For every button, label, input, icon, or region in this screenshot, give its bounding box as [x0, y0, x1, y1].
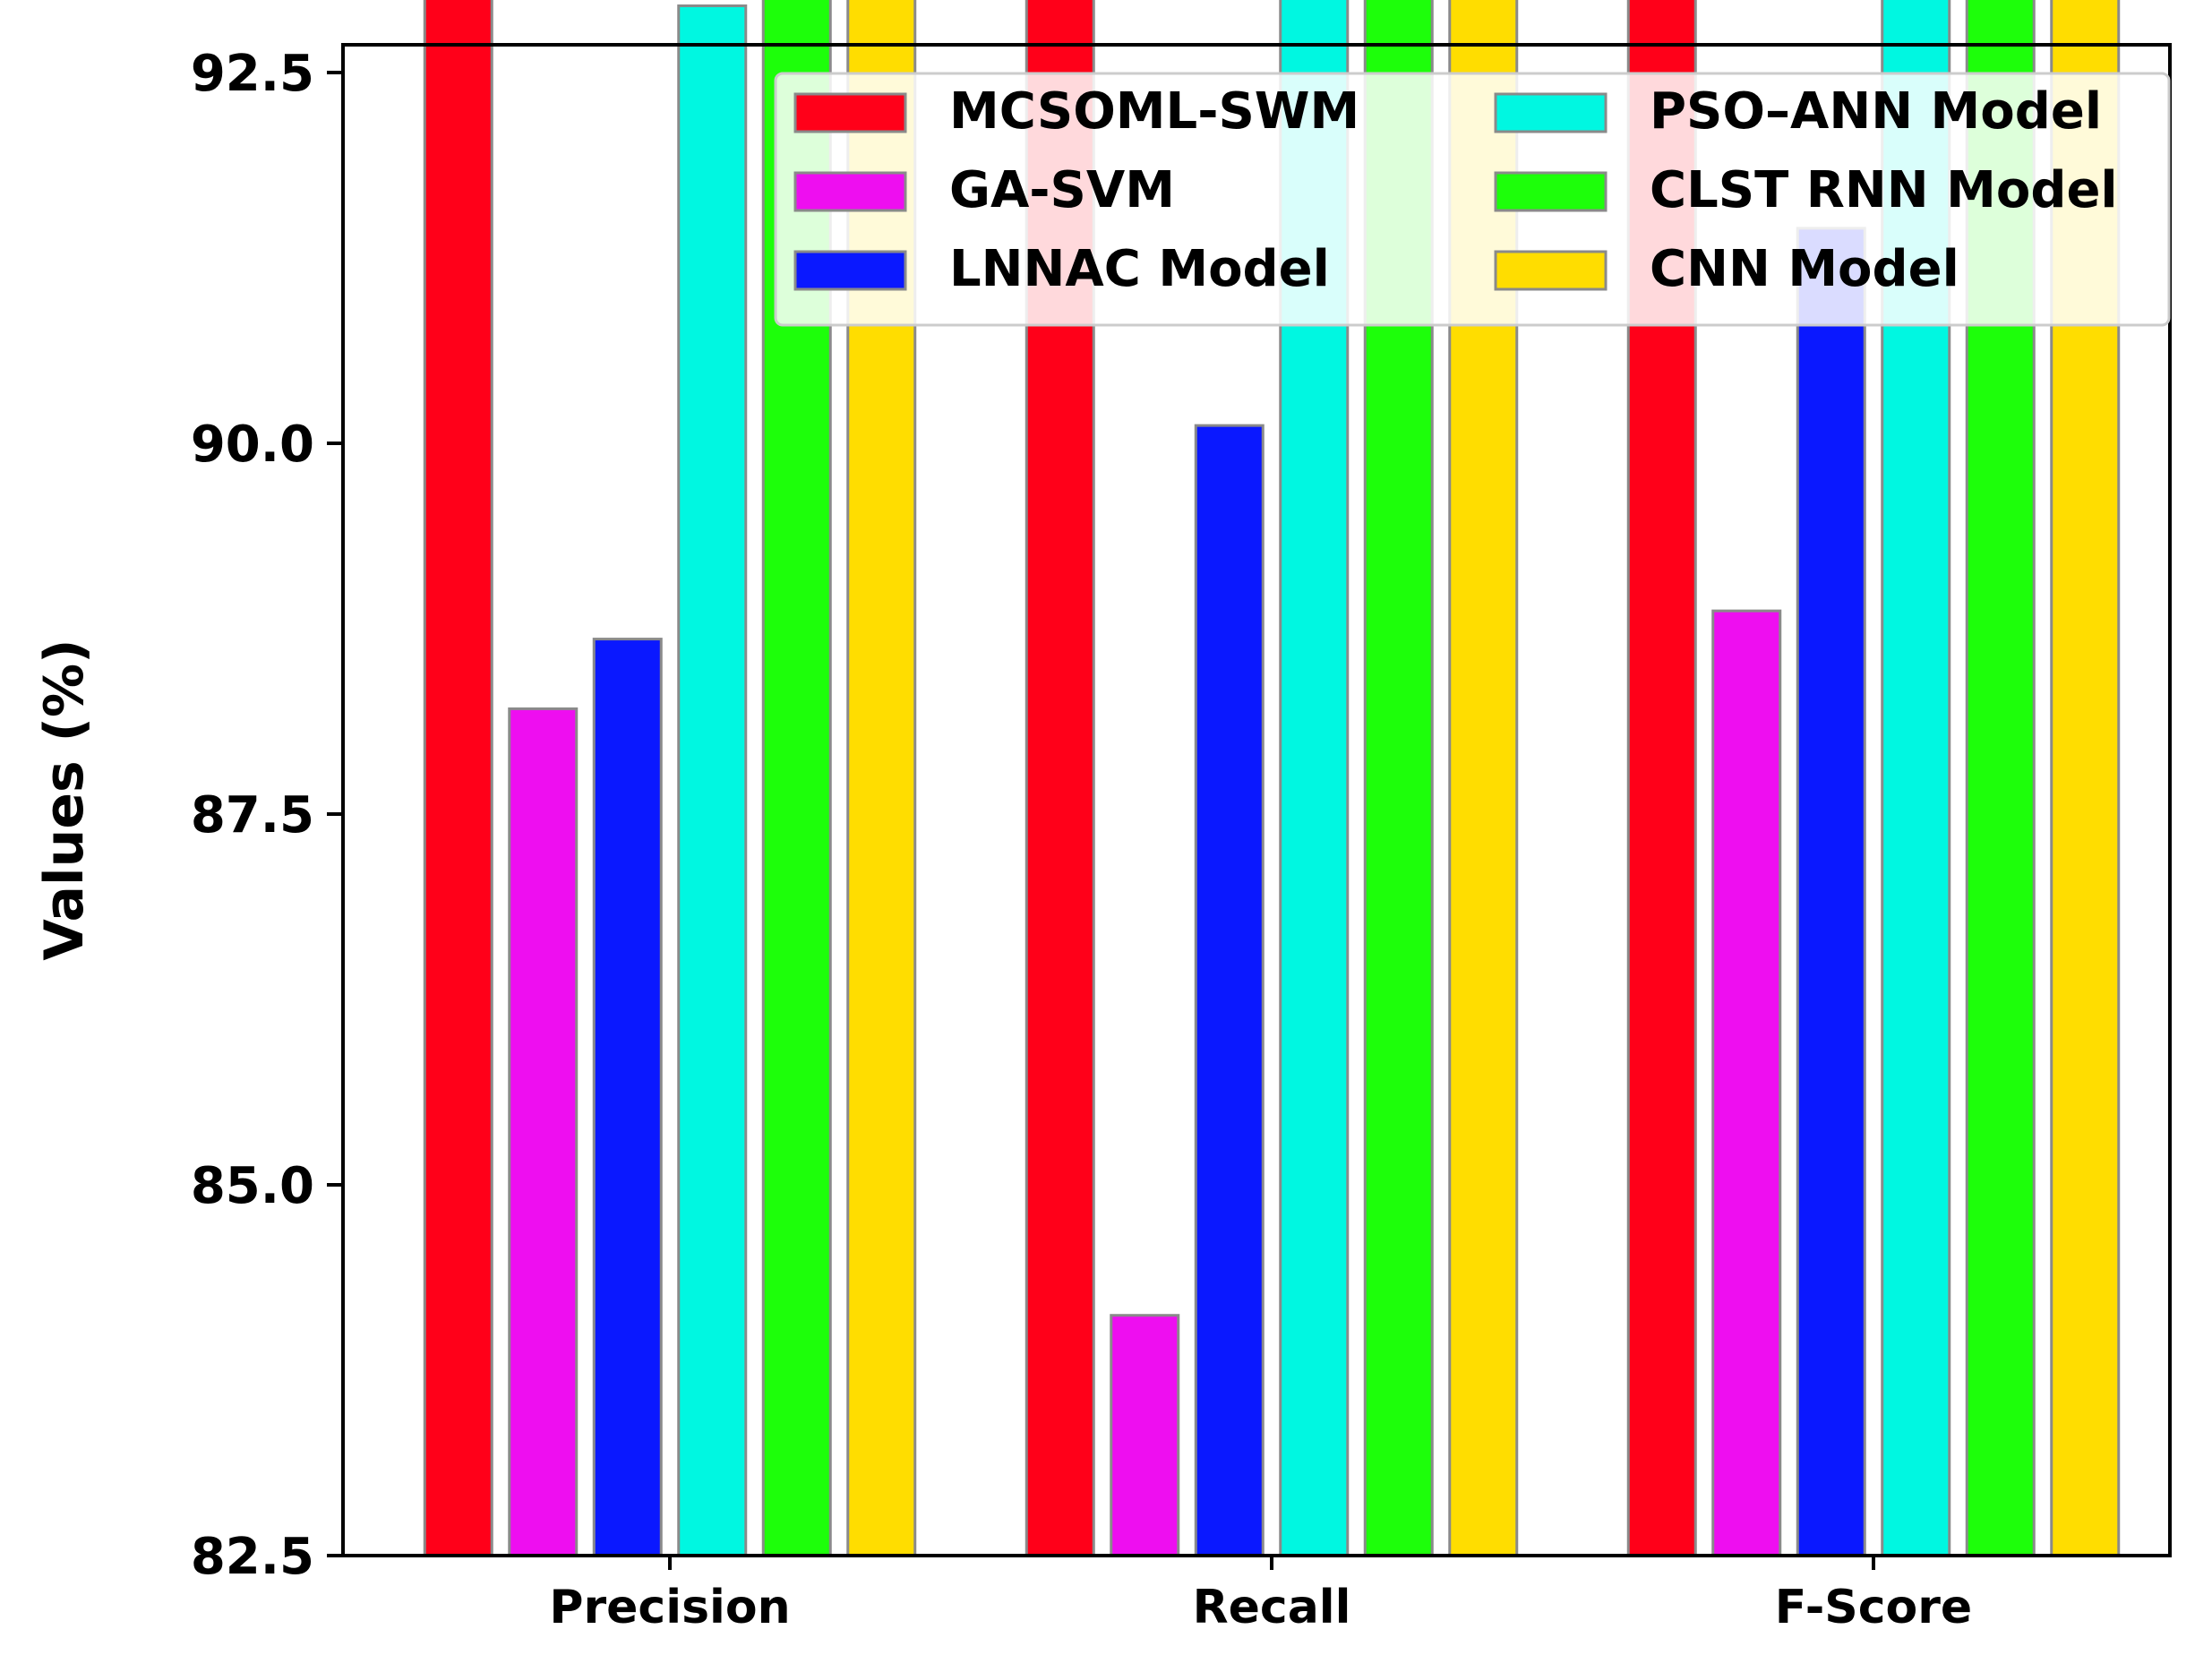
- legend-swatch: [1494, 92, 1608, 133]
- bar-lnnac-model-f-score: [1796, 227, 1866, 1557]
- y-tick-label: 87.5: [191, 786, 314, 845]
- legend-label: PSO–ANN Model: [1650, 82, 2102, 141]
- legend-label: MCSOML-SWM: [949, 82, 1359, 141]
- y-tick-label: 85.0: [191, 1157, 314, 1215]
- bar-pso-ann-model-precision: [677, 4, 748, 1557]
- legend-swatch: [1494, 250, 1608, 291]
- plot-frame: [341, 43, 2172, 1557]
- legend: MCSOML-SWM GA-SVM LNNAC Model PSO–ANN Model…: [774, 72, 2171, 327]
- y-tick-label: 92.5: [191, 45, 314, 103]
- x-tick-label: F-Score: [1775, 1581, 1972, 1634]
- legend-frame: [774, 72, 2171, 327]
- bar-ga-svm-recall: [1110, 1314, 1180, 1557]
- y-axis-title: Values (%): [33, 639, 96, 960]
- legend-swatch: [793, 171, 907, 212]
- bar-lnnac-model-recall: [1194, 424, 1265, 1557]
- x-axis: Precision Recall F-Score: [549, 1556, 1972, 1634]
- legend-swatch: [1494, 171, 1608, 212]
- y-tick-label: 82.5: [191, 1528, 314, 1586]
- x-tick-label: Recall: [1193, 1581, 1351, 1634]
- x-tick-label: Precision: [549, 1581, 790, 1634]
- bar-mcsoml-swm-precision: [423, 0, 493, 1557]
- legend-label: GA-SVM: [949, 161, 1175, 219]
- legend-label: CNN Model: [1650, 240, 1959, 298]
- legend-swatch: [793, 250, 907, 291]
- bar-ga-svm-precision: [508, 707, 579, 1557]
- bar-ga-svm-f-score: [1711, 609, 1782, 1557]
- legend-label: CLST RNN Model: [1650, 161, 2118, 219]
- bar-lnnac-model-precision: [592, 638, 663, 1557]
- y-axis: 82.585.087.590.092.595.097.5100.0: [191, 45, 343, 1586]
- y-tick-label: 90.0: [191, 416, 314, 474]
- legend-swatch: [793, 92, 907, 133]
- legend-label: LNNAC Model: [949, 240, 1330, 298]
